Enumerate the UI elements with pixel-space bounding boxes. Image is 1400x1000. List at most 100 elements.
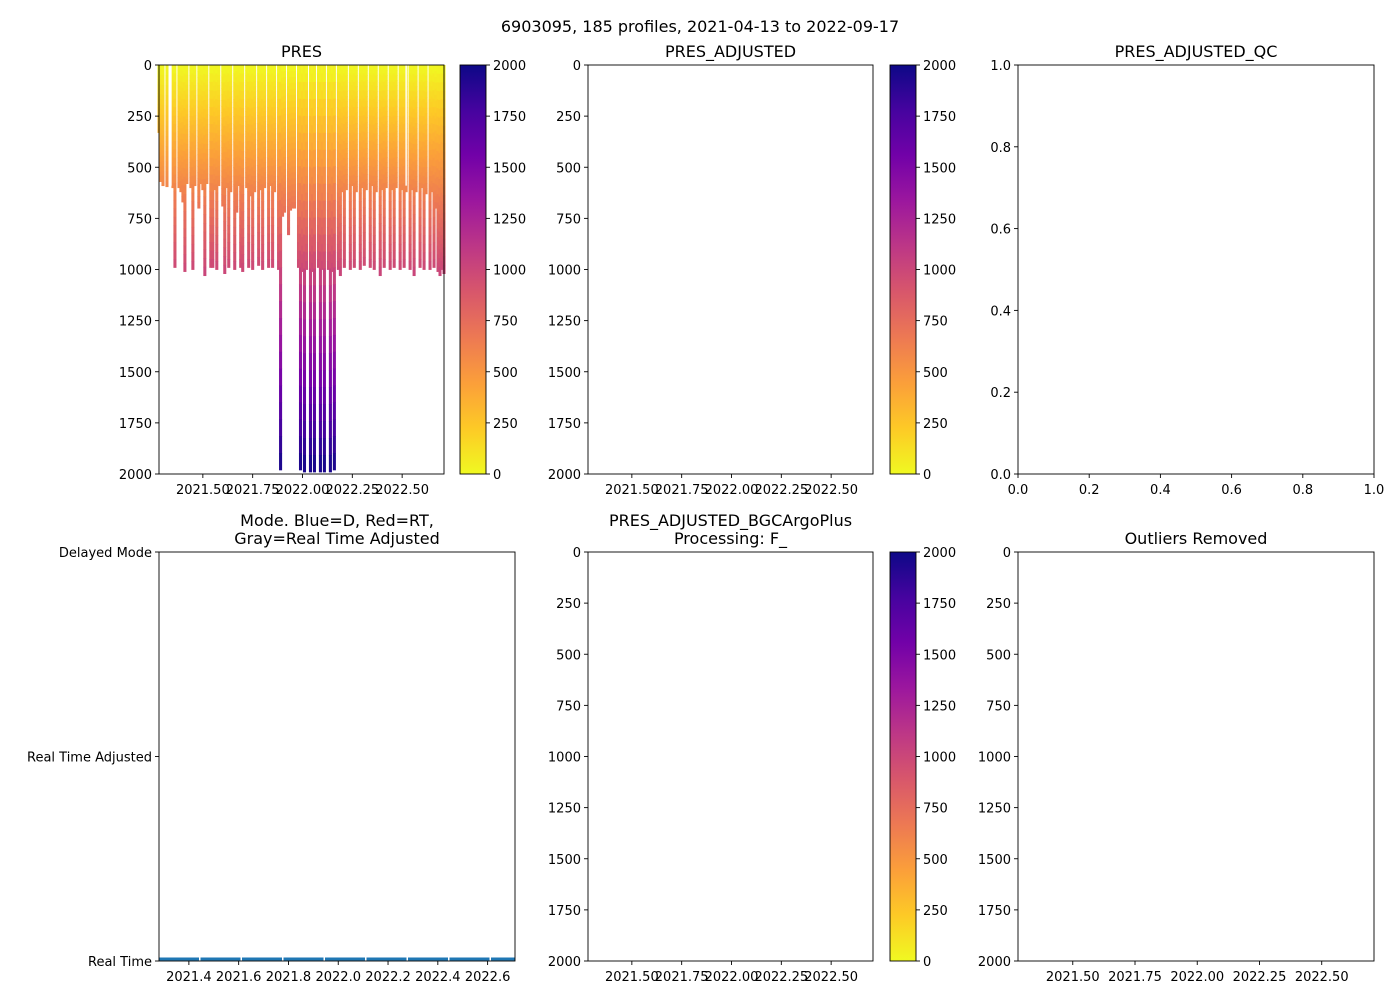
profile-segment: [342, 140, 346, 150]
profile-segment: [203, 179, 207, 189]
profile-segment: [181, 196, 185, 203]
profile-segment: [352, 90, 356, 100]
profile-segment: [432, 149, 436, 159]
profile-segment: [235, 114, 239, 121]
profile-segment: [414, 112, 418, 119]
profile-segment: [277, 73, 281, 83]
profile-segment: [336, 226, 340, 236]
profile-segment: [283, 77, 287, 84]
profile-segment: [326, 82, 330, 91]
profile-segment: [257, 257, 261, 266]
profile-segment: [191, 116, 195, 126]
profile-segment: [298, 65, 303, 83]
profile-segment: [185, 134, 189, 140]
profile-segment: [302, 268, 307, 286]
profile-segment: [261, 209, 265, 219]
profile-segment: [225, 100, 229, 107]
profile-segment: [259, 96, 263, 102]
profile-segment: [380, 137, 384, 144]
profile-segment: [436, 90, 440, 100]
profile-segment: [281, 109, 285, 116]
profile-segment: [249, 119, 253, 126]
profile-segment: [370, 170, 374, 177]
profile-segment: [281, 178, 285, 186]
profile-segment: [332, 233, 336, 251]
profile-column: [223, 65, 227, 274]
profile-segment: [368, 233, 372, 243]
profile-segment: [382, 199, 386, 209]
profile-segment: [179, 91, 183, 98]
profile-segment: [273, 70, 277, 76]
profile-segment: [217, 140, 221, 146]
profile-segment: [362, 115, 366, 124]
profile-segment: [261, 116, 265, 126]
profile-segment: [368, 225, 372, 235]
profile-segment: [291, 184, 295, 191]
profile-segment: [177, 90, 181, 97]
profile-segment: [430, 170, 434, 177]
profile-segment: [300, 133, 305, 143]
profile-segment: [217, 70, 221, 76]
profile-segment: [183, 151, 187, 161]
profile-segment: [344, 163, 348, 170]
profile-segment: [287, 199, 291, 207]
profile-segment: [434, 76, 438, 84]
profile-segment: [253, 96, 257, 103]
profile-segment: [384, 85, 388, 91]
profile-segment: [273, 133, 277, 140]
profile-segment: [418, 90, 422, 100]
profile-segment: [279, 199, 283, 218]
profile-segment: [354, 160, 358, 166]
profile-segment: [177, 162, 181, 168]
profile-segment: [364, 158, 368, 165]
profile-segment: [239, 259, 243, 268]
profile-segment: [209, 225, 213, 235]
profile-segment: [428, 218, 432, 228]
profile-segment: [332, 301, 336, 319]
profile-segment: [235, 65, 239, 72]
profile-segment: [372, 73, 376, 83]
profile-segment: [273, 144, 277, 150]
profile-segment: [225, 136, 229, 143]
profile-segment: [422, 99, 426, 109]
profile-segment: [241, 237, 245, 247]
profile-segment: [267, 208, 271, 218]
profile-column: [408, 65, 412, 270]
profile-segment: [410, 132, 414, 139]
profile-segment: [350, 65, 354, 71]
profile-column: [221, 65, 225, 207]
profile-segment: [183, 142, 187, 152]
profile-segment: [340, 160, 344, 166]
profile-segment: [197, 130, 201, 137]
profile-segment: [209, 90, 213, 100]
y-tick-label: 0.2: [990, 386, 1011, 401]
profile-segment: [209, 81, 213, 91]
profile-segment: [354, 123, 358, 129]
profile-segment: [201, 90, 205, 97]
profile-column: [350, 65, 354, 187]
profile-segment: [302, 353, 307, 371]
profile-segment: [205, 168, 209, 175]
profile-segment: [332, 132, 336, 150]
profile-segment: [183, 228, 187, 238]
profile-segment: [380, 153, 384, 159]
profile-segment: [360, 146, 364, 153]
profile-segment: [253, 101, 257, 108]
profile-segment: [199, 65, 203, 71]
profile-segment: [302, 251, 307, 269]
profile-segment: [310, 151, 314, 161]
profile-segment: [434, 184, 438, 191]
profile-segment: [273, 154, 277, 161]
profile-segment: [237, 155, 241, 161]
profile-segment: [269, 180, 273, 187]
profile-segment: [358, 73, 362, 83]
profile-segment: [159, 118, 163, 124]
profile-segment: [362, 181, 366, 191]
profile-segment: [235, 77, 239, 84]
profile-segment: [263, 151, 267, 158]
profile-segment: [328, 166, 332, 185]
profile-segment: [420, 111, 424, 117]
profile-segment: [189, 151, 193, 158]
profile-segment: [289, 143, 293, 151]
profile-segment: [209, 259, 213, 268]
